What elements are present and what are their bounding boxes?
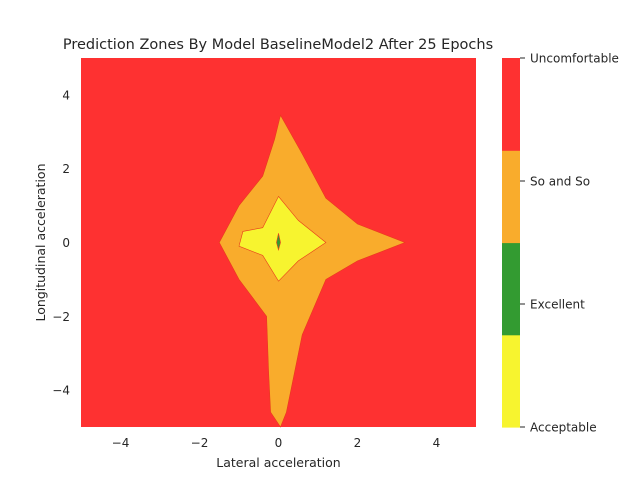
x-tick-label: 4	[433, 436, 441, 450]
colorbar-segment	[502, 150, 520, 244]
y-tick-label: −4	[52, 384, 70, 398]
colorbar-label: Excellent	[530, 298, 585, 312]
colorbar-segment	[502, 334, 520, 428]
x-axis-label: Lateral acceleration	[216, 455, 340, 470]
plot-area	[81, 58, 476, 428]
chart-title: Prediction Zones By Model BaselineModel2…	[63, 37, 493, 53]
zones-layer	[218, 114, 406, 428]
x-axis-ticks: −4 −2 0 2 4	[112, 436, 441, 450]
colorbar: Acceptable Excellent So and So Uncomfortabl…	[502, 52, 619, 435]
colorbar-segment	[502, 242, 520, 336]
y-axis-label: Longitudinal acceleration	[33, 164, 48, 322]
x-tick-label: −2	[191, 436, 209, 450]
colorbar-label: So and So	[530, 175, 590, 189]
x-tick-label: 0	[275, 436, 283, 450]
zone-excellent	[276, 233, 281, 252]
colorbar-label: Uncomfortable	[530, 52, 619, 66]
zone-so-and-so	[218, 114, 406, 428]
y-axis-ticks: −4 −2 0 2 4	[52, 88, 70, 397]
colorbar-label: Acceptable	[530, 421, 597, 435]
x-tick-label: −4	[112, 436, 130, 450]
y-tick-label: 4	[62, 88, 70, 102]
x-tick-label: 2	[354, 436, 362, 450]
y-tick-label: −2	[52, 310, 70, 324]
colorbar-segment	[502, 58, 520, 151]
y-tick-label: 0	[62, 236, 70, 250]
zone-acceptable	[238, 195, 327, 282]
y-tick-label: 2	[62, 162, 70, 176]
